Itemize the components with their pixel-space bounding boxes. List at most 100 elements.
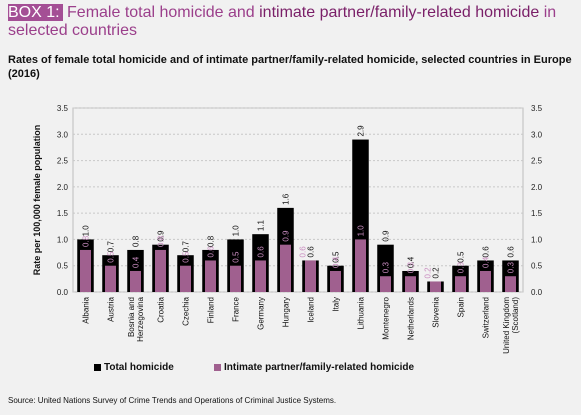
y-tick-label-left: 2.0 — [57, 183, 69, 192]
y-tick-label-left: 3.5 — [57, 104, 69, 113]
legend-ipfr-swatch — [214, 363, 221, 371]
category-label: Netherlands — [407, 297, 416, 340]
title-highlight: intimate partner/family-related homicide — [259, 4, 540, 21]
data-label-total: 0.6 — [507, 246, 516, 258]
category-label: Lithuania — [357, 296, 366, 329]
y-tick-label-left: 0.0 — [57, 288, 69, 297]
data-label-ipfr: 0.4 — [482, 256, 491, 268]
data-label-ipfr: 0.5 — [182, 251, 191, 263]
bar-ipfr — [480, 270, 491, 292]
category-label: Germany — [257, 297, 266, 330]
bar-ipfr — [155, 249, 166, 292]
data-label-ipfr: 0.6 — [299, 246, 308, 258]
data-label-ipfr: 0.6 — [257, 246, 266, 258]
data-label-total: 0.8 — [132, 235, 141, 247]
data-label-ipfr: 0.6 — [207, 246, 216, 258]
category-label: (Scotland) — [511, 297, 520, 334]
category-label: France — [232, 296, 241, 321]
bar-ipfr — [505, 276, 516, 292]
category-label: Finland — [207, 297, 216, 323]
category-label: Spain — [457, 297, 466, 317]
category-label: Albania — [82, 296, 91, 323]
data-label-total: 0.5 — [332, 251, 341, 263]
title-pre: Female total homicide and — [62, 4, 260, 21]
bar-ipfr — [455, 276, 466, 292]
box-label: BOX 1: — [8, 4, 63, 21]
data-label-total: 0.6 — [307, 246, 316, 258]
bar-ipfr — [305, 260, 316, 292]
y-tick-label-right: 2.0 — [531, 183, 543, 192]
y-tick-label-left: 2.5 — [57, 157, 69, 166]
source-note: Source: United Nations Survey of Crime T… — [8, 396, 337, 405]
y-tick-label-right: 3.5 — [531, 104, 543, 113]
bar-ipfr — [205, 260, 216, 292]
bar-ipfr — [130, 270, 141, 292]
data-label-ipfr: 0.5 — [232, 251, 241, 263]
bar-ipfr — [380, 276, 391, 292]
category-label: United Kingdom — [502, 297, 511, 354]
data-label-ipfr: 0.2 — [424, 267, 433, 279]
category-label: Hungary — [282, 297, 291, 327]
category-label: Iceland — [307, 297, 316, 323]
data-label-ipfr: 0.3 — [382, 262, 391, 274]
data-label-ipfr: 0.4 — [332, 256, 341, 268]
y-tick-label-left: 1.0 — [57, 235, 69, 244]
data-label-total: 1.1 — [257, 219, 266, 231]
data-label-ipfr: 0.8 — [157, 235, 166, 247]
title-post: in selected countries — [8, 4, 557, 39]
y-tick-label-right: 2.5 — [531, 157, 543, 166]
category-label: Italy — [332, 297, 341, 312]
data-label-total: 1.0 — [232, 225, 241, 237]
category-label: Switzerland — [482, 297, 491, 338]
bar-ipfr — [330, 270, 341, 292]
legend-total-swatch — [94, 363, 101, 371]
bar-ipfr — [430, 281, 441, 292]
bar-ipfr — [255, 260, 266, 292]
data-label-total: 1.6 — [282, 193, 291, 205]
category-label: Czechia — [182, 296, 191, 325]
data-label-total: 0.8 — [207, 235, 216, 247]
data-label-total: 0.9 — [157, 230, 166, 242]
chart-subtitle: Rates of female total homicide and of in… — [8, 54, 572, 80]
category-label: Herzegovina — [136, 296, 145, 341]
data-label-total: 2.9 — [357, 125, 366, 137]
data-label-total: 0.7 — [107, 241, 116, 253]
y-tick-label-right: 3.0 — [531, 130, 543, 139]
data-label-total: 0.4 — [407, 256, 416, 268]
category-label: Montenegro — [382, 296, 391, 339]
y-axis-title: Rate per 100,000 female population — [32, 125, 42, 276]
data-label-total: 0.5 — [457, 251, 466, 263]
data-label-total: 0.2 — [432, 267, 441, 279]
data-label-total: 0.7 — [182, 241, 191, 253]
data-label-total: 1.0 — [82, 225, 91, 237]
data-label-ipfr: 0.3 — [507, 262, 516, 274]
data-label-ipfr: 0.5 — [107, 251, 116, 263]
data-label-total: 0.6 — [482, 246, 491, 258]
y-tick-label-right: 0.5 — [531, 262, 543, 271]
data-label-ipfr: 0.3 — [457, 262, 466, 274]
y-tick-label-left: 1.5 — [57, 209, 69, 218]
data-label-ipfr: 0.4 — [132, 256, 141, 268]
category-label: Austria — [107, 296, 116, 321]
bar-ipfr — [105, 265, 116, 292]
box-title: BOX 1: Female total homicide and intimat… — [8, 4, 574, 40]
bar-ipfr — [355, 239, 366, 292]
bar-ipfr — [230, 265, 241, 292]
data-label-ipfr: 0.8 — [82, 235, 91, 247]
bar-ipfr — [80, 249, 91, 292]
y-tick-label-left: 3.0 — [57, 130, 69, 139]
legend-ipfr-label: Intimate partner/family-related homicide — [224, 362, 415, 373]
bar-ipfr — [405, 276, 416, 292]
bar-ipfr — [280, 244, 291, 292]
data-label-total: 0.9 — [382, 230, 391, 242]
legend-total-label: Total homicide — [104, 362, 174, 373]
category-label: Bosnia and — [127, 297, 136, 337]
y-tick-label-right: 1.0 — [531, 235, 543, 244]
legend-total: Total homicide — [94, 362, 174, 373]
y-tick-label-right: 0.0 — [531, 288, 543, 297]
data-label-ipfr: 1.0 — [357, 225, 366, 237]
data-label-ipfr: 0.3 — [407, 262, 416, 274]
data-label-ipfr: 0.9 — [282, 230, 291, 242]
y-tick-label-right: 1.5 — [531, 209, 543, 218]
